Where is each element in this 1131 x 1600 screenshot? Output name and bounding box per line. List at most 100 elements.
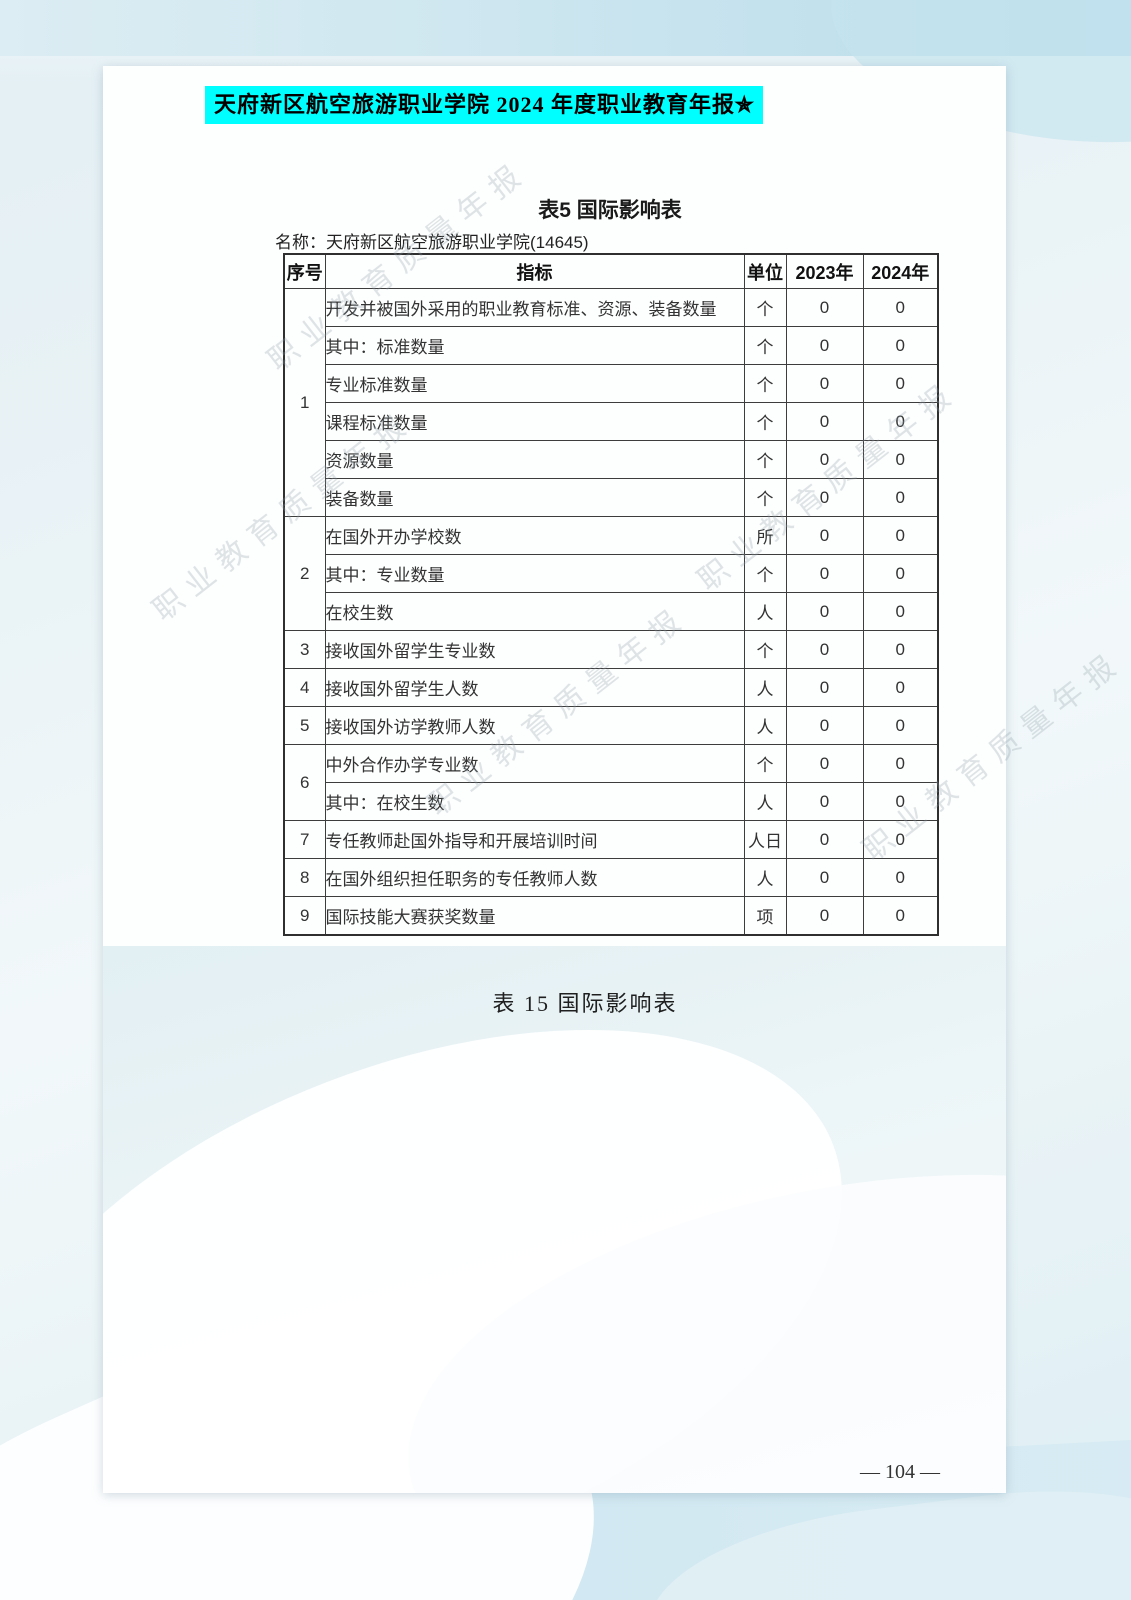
table-row: 6 中外合作办学专业数个 0 0 [283, 744, 939, 821]
column-header: 单位 [743, 253, 787, 289]
indicator-cell: 专业标准数量 [324, 364, 745, 403]
indicator-cell: 资源数量 [324, 440, 745, 479]
value-2024-cell: 0 [862, 326, 939, 365]
table-caption: 表 15 国际影响表 [492, 991, 678, 1016]
seq-cell: 7 [283, 820, 326, 859]
value-2024-cell: 0 [862, 858, 939, 897]
value-2024-cell: 0 [862, 706, 939, 745]
value-2024-cell: 0 [862, 744, 939, 783]
value-2024-cell: 0 [862, 440, 939, 479]
indicator-cell: 专任教师赴国外指导和开展培训时间 [324, 820, 745, 859]
table-row: 4 接收国外留学生人数人 0 0 [283, 668, 939, 707]
column-header: 2024年 [862, 253, 939, 289]
value-2023-cell: 0 [785, 896, 864, 936]
value-2024-cell: 0 [862, 288, 939, 327]
value-2024-cell: 0 [862, 820, 939, 859]
value-2023-cell: 0 [785, 402, 864, 441]
page-number: — 104 — [860, 1461, 940, 1483]
column-header: 指标 [324, 253, 745, 289]
seq-cell: 8 [283, 858, 326, 897]
value-2023-cell: 0 [785, 592, 864, 631]
value-2023-cell: 0 [785, 744, 864, 783]
table-row: 7 专任教师赴国外指导和开展培训时间 人日 0 0 [283, 820, 939, 859]
seq-cell: 9 [283, 896, 326, 936]
value-2023-cell: 0 [785, 782, 864, 821]
value-2024-cell: 0 [862, 896, 939, 936]
unit-cell: 人 [743, 706, 787, 745]
table-row: 在校生数人 0 0 [284, 592, 939, 631]
value-2023-cell: 0 [785, 630, 864, 669]
indicator-cell: 开发并被国外采用的职业教育标准、资源、装备数量 [324, 288, 745, 327]
table-row: 8 在国外组织担任职务的专任教师人数人 0 0 [283, 858, 939, 897]
unit-cell: 人 [743, 592, 787, 631]
table-title: 表5 国际影响表 [538, 199, 682, 222]
value-2024-cell: 0 [862, 592, 939, 631]
value-2023-cell: 0 [785, 706, 864, 745]
seq-cell: 3 [283, 630, 326, 669]
seq-cell: 2 [283, 516, 326, 631]
table-row: 其中：专业数量个 0 0 [284, 554, 939, 593]
unit-cell: 项 [743, 896, 787, 936]
table-header: 序号 指标 单位 2023年 2024年 [283, 253, 939, 289]
unit-cell: 人 [743, 858, 787, 897]
seq-cell: 6 [283, 744, 326, 821]
value-2023-cell: 0 [785, 820, 864, 859]
unit-cell: 个 [743, 554, 787, 593]
indicator-cell: 在国外组织担任职务的专任教师人数 [324, 858, 745, 897]
value-2024-cell: 0 [862, 402, 939, 441]
table-row: 9 国际技能大赛获奖数量项 0 0 [283, 896, 939, 936]
top-blue-band [0, 0, 1131, 56]
value-2024-cell: 0 [862, 516, 939, 555]
value-2023-cell: 0 [785, 364, 864, 403]
indicator-cell: 装备数量 [324, 478, 745, 517]
indicator-cell: 接收国外留学生专业数 [324, 630, 745, 669]
unit-cell: 个 [743, 440, 787, 479]
indicator-cell: 接收国外留学生人数 [324, 668, 745, 707]
indicator-cell: 其中：在校生数 [324, 782, 745, 821]
table-row: 3 接收国外留学生专业数个 0 0 [283, 630, 939, 669]
unit-cell: 个 [743, 288, 787, 327]
value-2023-cell: 0 [785, 440, 864, 479]
table-header-row: 序号 指标 单位 2023年 2024年 [283, 253, 939, 289]
unit-cell: 人 [743, 668, 787, 707]
value-2024-cell: 0 [862, 668, 939, 707]
unit-cell: 个 [743, 402, 787, 441]
table-row: 其中：在校生数人 0 0 [284, 782, 939, 821]
unit-cell: 个 [743, 326, 787, 365]
table-row: 课程标准数量个 0 0 [284, 402, 939, 441]
unit-cell: 个 [743, 744, 787, 783]
table-body: 1 开发并被国外采用的职业教育标准、资源、装备数量个 0 0 其中：标准数量个 0 0 专业标… [283, 288, 939, 936]
indicator-cell: 其中：标准数量 [324, 326, 745, 365]
value-2024-cell: 0 [862, 630, 939, 669]
indicator-cell: 接收国外访学教师人数 [324, 706, 745, 745]
value-2024-cell: 0 [862, 478, 939, 517]
unit-cell: 人 [743, 782, 787, 821]
value-2024-cell: 0 [862, 782, 939, 821]
table-row: 专业标准数量个 0 0 [284, 364, 939, 403]
value-2023-cell: 0 [785, 478, 864, 517]
table-name-line: 名称：天府新区航空旅游职业学院(14645) [275, 233, 589, 252]
value-2023-cell: 0 [785, 516, 864, 555]
unit-cell: 所 [743, 516, 787, 555]
unit-cell: 个 [743, 478, 787, 517]
indicator-cell: 课程标准数量 [324, 402, 745, 441]
table-row: 5 接收国外访学教师人数人 0 0 [283, 706, 939, 745]
indicator-cell: 在国外开办学校数 [324, 516, 745, 555]
table-row: 1 开发并被国外采用的职业教育标准、资源、装备数量个 0 0 [283, 288, 939, 517]
value-2023-cell: 0 [785, 326, 864, 365]
indicator-cell: 其中：专业数量 [324, 554, 745, 593]
value-2024-cell: 0 [862, 364, 939, 403]
seq-cell: 5 [283, 706, 326, 745]
table-row: 2 在国外开办学校数所 0 0 [283, 516, 939, 631]
seq-cell: 1 [283, 288, 326, 517]
column-header: 序号 [283, 253, 326, 289]
table-row: 装备数量个 0 0 [284, 478, 939, 517]
indicator-cell: 中外合作办学专业数 [324, 744, 745, 783]
unit-cell: 个 [743, 364, 787, 403]
page-header-highlight: 天府新区航空旅游职业学院 2024 年度职业教育年报✯ [205, 86, 764, 124]
indicator-cell: 在校生数 [324, 592, 745, 631]
column-header: 2023年 [785, 253, 864, 289]
indicator-cell: 国际技能大赛获奖数量 [324, 896, 745, 936]
table-row: 其中：标准数量个 0 0 [284, 326, 939, 365]
